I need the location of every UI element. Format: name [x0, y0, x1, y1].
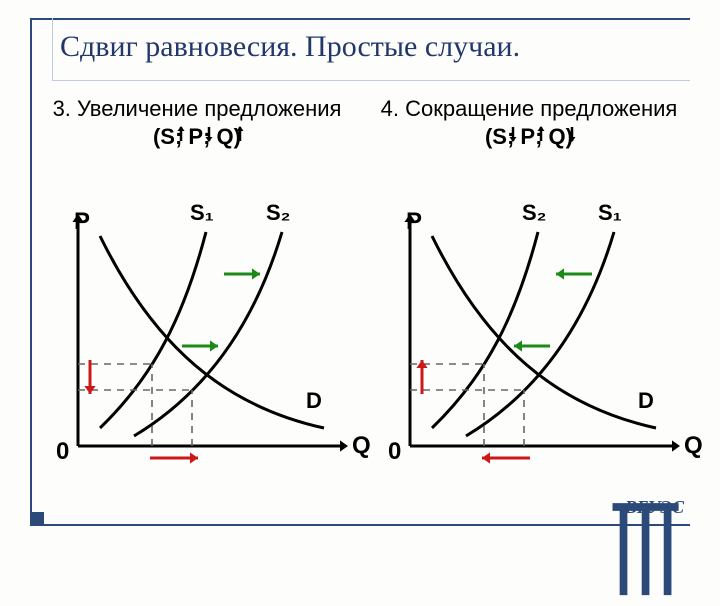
page-title: Сдвиг равновесия. Простые случаи.	[60, 30, 520, 64]
axis-label-q: Q	[684, 432, 703, 460]
panel-title: 4. Сокращение предложения	[366, 96, 692, 122]
supply-demand-chart	[34, 146, 360, 466]
logo-icon	[607, 496, 621, 516]
curve-label-d: D	[306, 388, 322, 414]
border-bottom	[30, 524, 690, 526]
axis-origin: 0	[388, 438, 401, 466]
curve-label-d: D	[638, 388, 654, 414]
supply-demand-chart	[366, 146, 692, 466]
border-left	[30, 18, 32, 526]
axis-label-p: P	[74, 208, 90, 236]
logo: ВГУЭС	[607, 496, 684, 518]
curve-label-s2: S₂	[266, 200, 290, 226]
axis-label-p: P	[406, 208, 422, 236]
chart-panel-4: 4. Сокращение предложения(S ; P ; Q )PQ0…	[366, 96, 692, 464]
slide: Сдвиг равновесия. Простые случаи. 3. Уве…	[0, 0, 720, 540]
panels-row: 3. Увеличение предложения(S ; P ; Q )PQ0…	[34, 96, 692, 464]
curve-label-s1: S₁	[190, 200, 214, 226]
curve-label-s1: S₁	[598, 200, 622, 226]
curve-label-s2: S₂	[522, 200, 546, 226]
chart-panel-3: 3. Увеличение предложения(S ; P ; Q )PQ0…	[34, 96, 360, 464]
title-rule-v	[52, 18, 53, 80]
border-top	[30, 18, 690, 20]
corner-square	[30, 512, 44, 526]
title-rule-h	[52, 80, 690, 81]
panel-title: 3. Увеличение предложения	[34, 96, 360, 122]
axis-origin: 0	[56, 438, 69, 466]
